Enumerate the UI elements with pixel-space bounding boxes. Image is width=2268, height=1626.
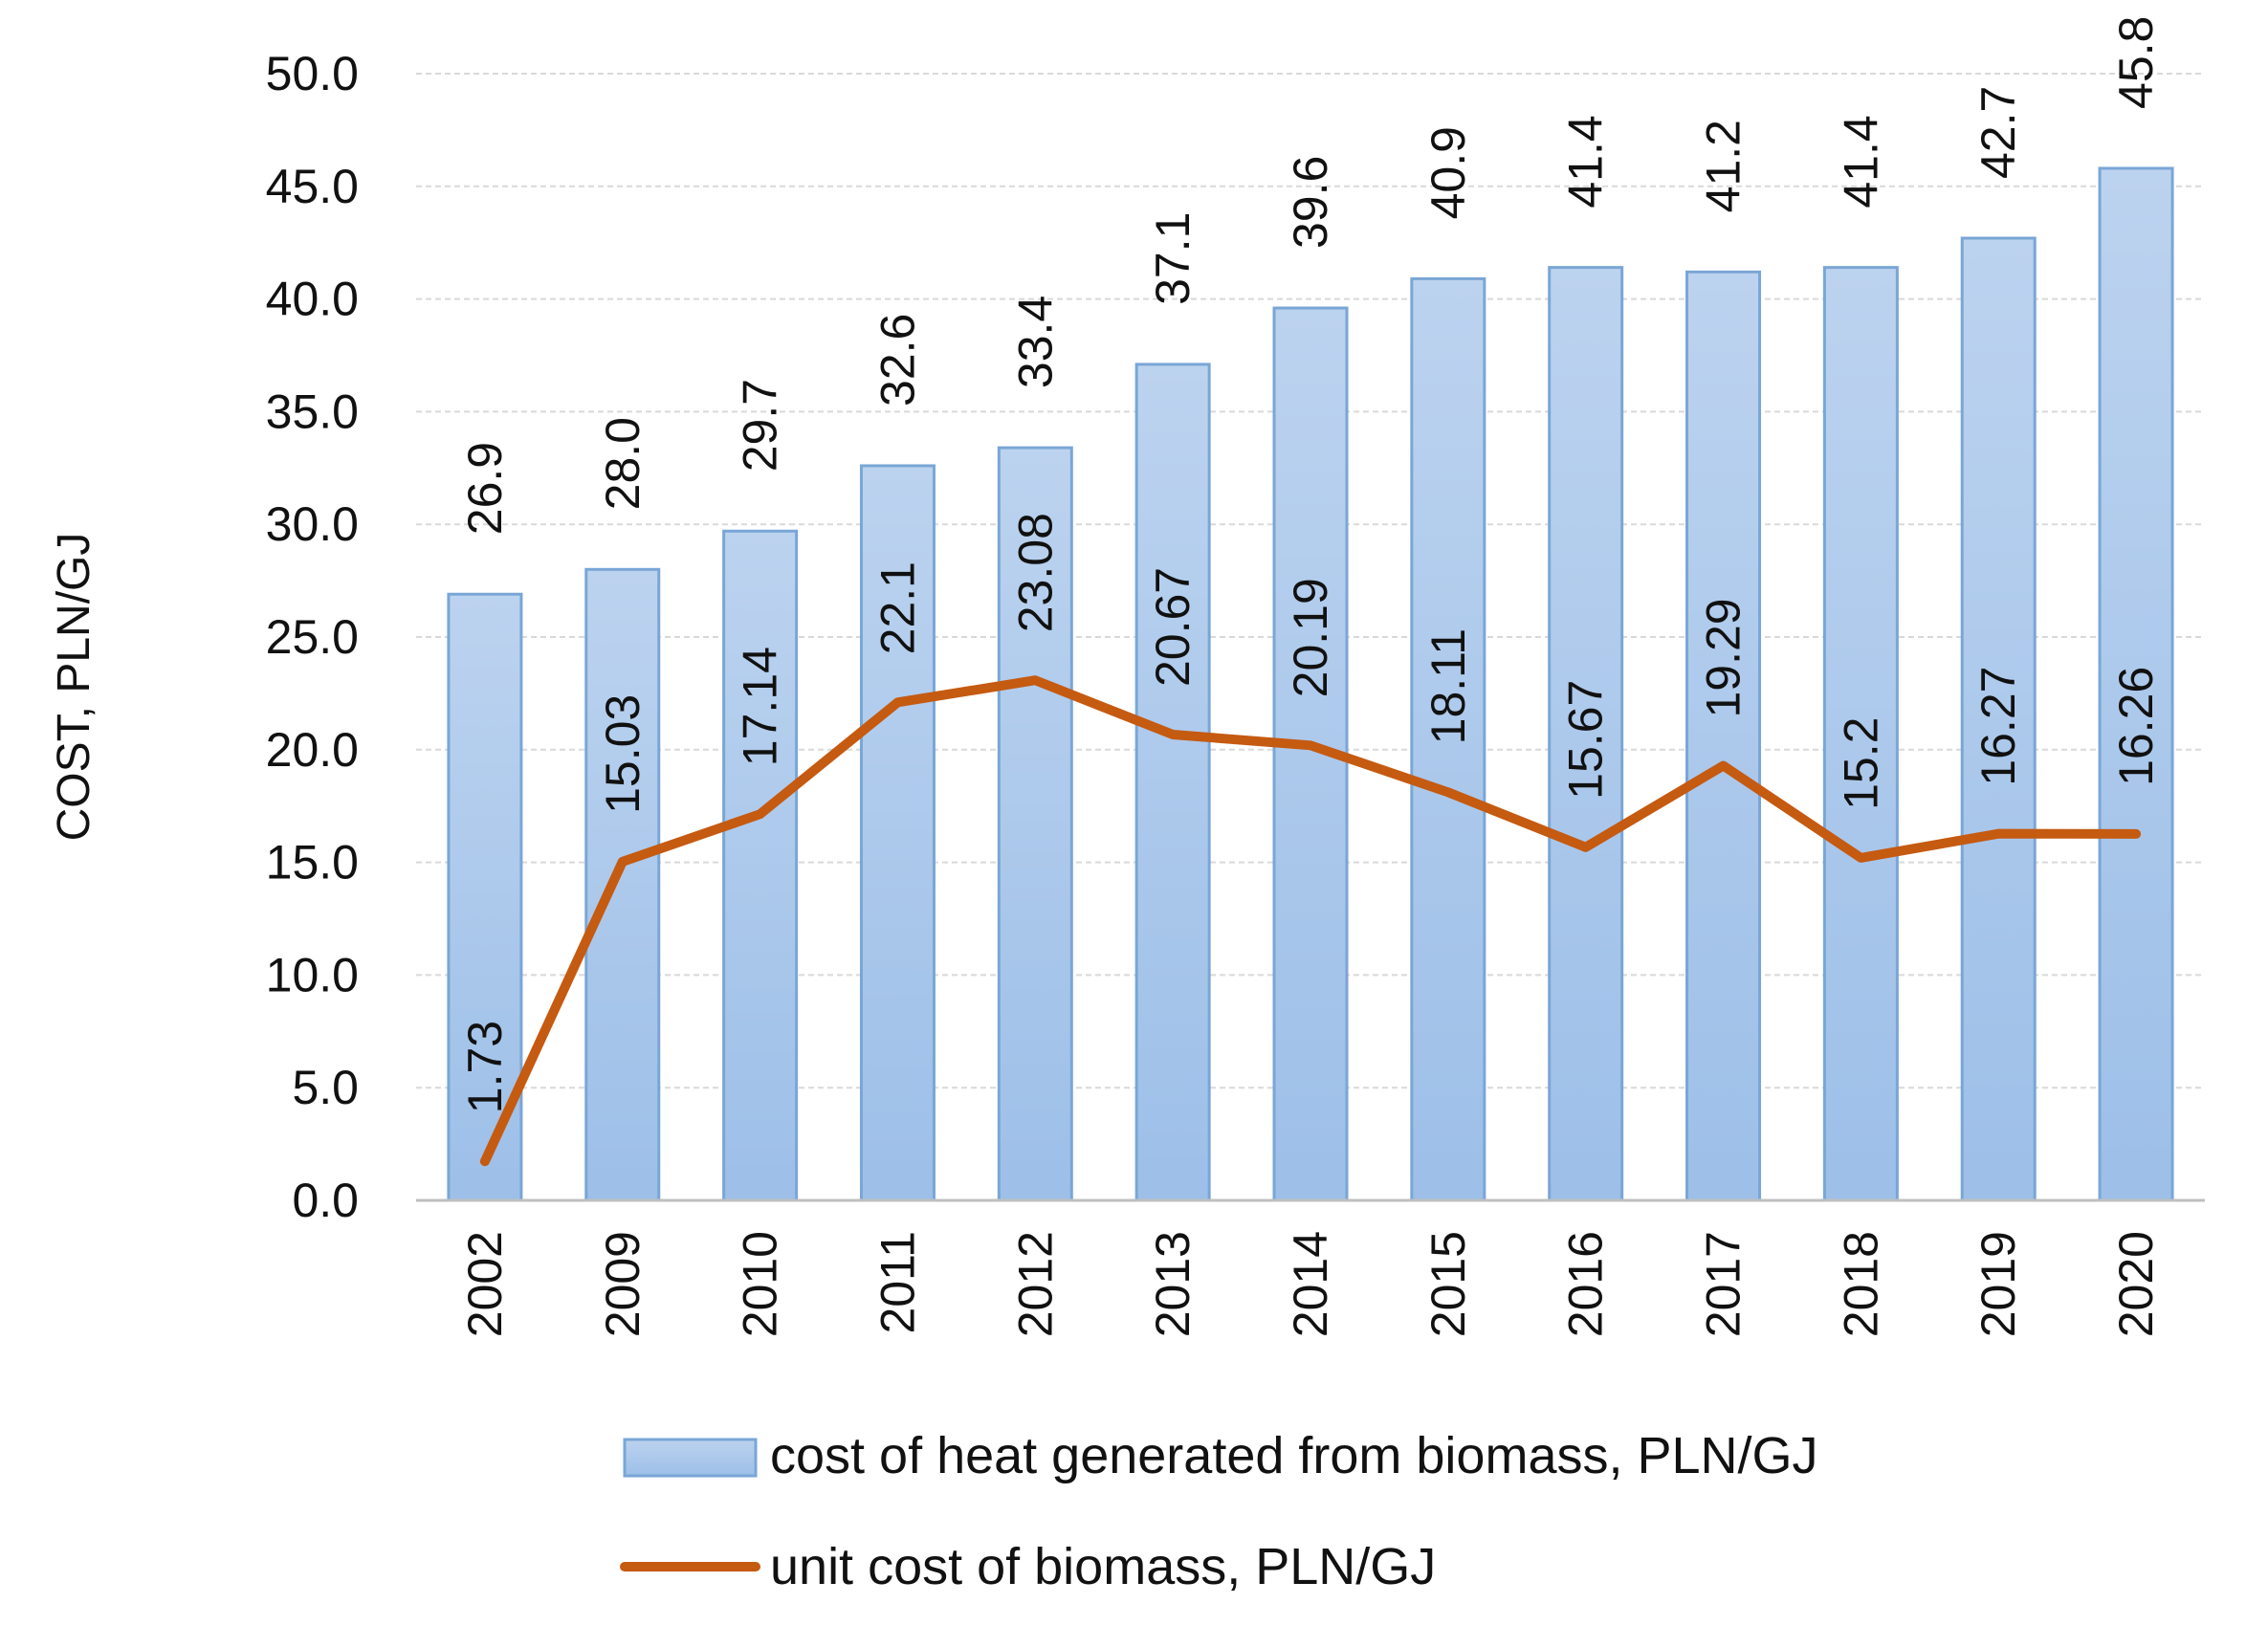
- bar-data-label: 28.0: [596, 417, 650, 510]
- line-point: [896, 701, 898, 703]
- x-tick-label: 2017: [1697, 1231, 1751, 1337]
- line-point: [1860, 857, 1861, 859]
- line-point: [1723, 765, 1725, 767]
- bar-data-label: 33.4: [1008, 296, 1062, 388]
- bar-data-label: 26.9: [458, 442, 512, 535]
- bar: [1134, 363, 1211, 1202]
- y-axis-title: COST, PLN/GJ: [49, 533, 99, 842]
- y-tick-label: 25.0: [266, 610, 359, 664]
- bar-data-label: 32.6: [870, 314, 924, 406]
- bar: [2098, 166, 2174, 1202]
- line-point: [2135, 833, 2137, 835]
- bar: [1548, 266, 1624, 1202]
- x-tick-label: 2009: [596, 1231, 650, 1337]
- line-data-label: 18.11: [1421, 628, 1475, 744]
- line-data-label: 1.73: [458, 1021, 512, 1113]
- line-point: [1172, 734, 1174, 736]
- x-tick-label: 2015: [1421, 1231, 1475, 1337]
- bar-data-label: 40.9: [1421, 126, 1475, 219]
- bar-series: [447, 166, 2174, 1202]
- bar: [722, 529, 799, 1202]
- line-point: [760, 813, 761, 815]
- bar: [859, 464, 936, 1202]
- line-data-label: 16.26: [2109, 667, 2163, 786]
- bar: [1410, 276, 1486, 1202]
- x-tick-label: 2018: [1834, 1231, 1887, 1337]
- bar-data-label: 41.4: [1559, 115, 1613, 208]
- line-point: [622, 861, 624, 863]
- line-data-label: 23.08: [1008, 513, 1062, 632]
- bar: [1822, 266, 1899, 1202]
- x-tick-label: 2014: [1284, 1231, 1337, 1337]
- x-tick-label: 2019: [1971, 1231, 2025, 1337]
- line-point: [484, 1160, 486, 1162]
- line-data-label: 22.1: [870, 561, 924, 654]
- x-tick-label: 2002: [458, 1231, 512, 1337]
- line-data-label: 15.03: [596, 694, 650, 814]
- bar: [1960, 236, 2037, 1202]
- y-tick-label: 20.0: [266, 723, 359, 777]
- x-tick-label: 2016: [1559, 1231, 1613, 1337]
- line-data-label: 20.67: [1146, 567, 1200, 687]
- y-tick-label: 50.0: [266, 47, 359, 100]
- bar: [584, 567, 661, 1202]
- y-tick-label: 10.0: [266, 948, 359, 1001]
- line-data-label: 19.29: [1697, 598, 1751, 717]
- line-data-label: 20.19: [1284, 578, 1337, 697]
- bar-data-label: 41.2: [1697, 120, 1751, 212]
- legend-bar-swatch: [623, 1438, 758, 1478]
- line-point: [1034, 679, 1036, 681]
- line-series: [479, 675, 2142, 1167]
- bar: [1685, 270, 1762, 1202]
- line-point: [1310, 744, 1311, 746]
- x-tick-label: 2013: [1146, 1231, 1200, 1337]
- legend-line-label: unit cost of biomass, PLN/GJ: [770, 1538, 1436, 1595]
- bar-data-label: 37.1: [1146, 212, 1200, 305]
- y-tick-label: 15.0: [266, 836, 359, 890]
- line-data-label: 15.67: [1559, 680, 1613, 800]
- bar-data-label: 29.7: [734, 379, 787, 472]
- legend: cost of heat generated from biomass, PLN…: [620, 1427, 1818, 1595]
- x-tick-label: 2010: [734, 1231, 787, 1337]
- line-data-labels: 1.73 15.03 17.14 22.1 23.08 20.67 20.19 18.11 15…: [458, 513, 2163, 1113]
- legend-bar-label: cost of heat generated from biomass, PLN…: [770, 1427, 1818, 1484]
- x-axis-tick-labels: 2002 2009 2010 2011 2012 2013 2014 2015 2016 2017…: [458, 1231, 2163, 1337]
- y-tick-label: 30.0: [266, 497, 359, 551]
- line-data-label: 17.14: [734, 647, 787, 766]
- bar-data-label: 45.8: [2109, 16, 2163, 109]
- line-data-label: 16.27: [1971, 667, 2025, 786]
- y-tick-label: 0.0: [292, 1174, 359, 1227]
- y-tick-label: 35.0: [266, 385, 359, 438]
- line-point: [1447, 791, 1449, 793]
- bar-data-label: 42.7: [1971, 86, 2025, 179]
- line-point: [1585, 846, 1587, 848]
- y-axis-tick-labels: 0.0 5.0 10.0 15.0 20.0 25.0 30.0 35.0 40.0 45.0 50…: [266, 47, 359, 1227]
- bar-data-labels: 26.9 28.0 29.7 32.6 33.4 37.1 39.6 40.9 41.4 41.2…: [458, 16, 2163, 536]
- bar-data-label: 39.6: [1284, 156, 1337, 249]
- line-point: [1997, 833, 1999, 835]
- x-tick-label: 2020: [2109, 1231, 2163, 1337]
- line-data-label: 15.2: [1834, 717, 1887, 810]
- bar: [997, 446, 1073, 1202]
- line-path: [479, 675, 2142, 1167]
- y-tick-label: 5.0: [292, 1061, 359, 1114]
- y-tick-label: 40.0: [266, 273, 359, 326]
- x-tick-label: 2012: [1008, 1231, 1062, 1337]
- y-tick-label: 45.0: [266, 160, 359, 213]
- x-tick-label: 2011: [870, 1231, 924, 1334]
- bar-data-label: 41.4: [1834, 115, 1887, 208]
